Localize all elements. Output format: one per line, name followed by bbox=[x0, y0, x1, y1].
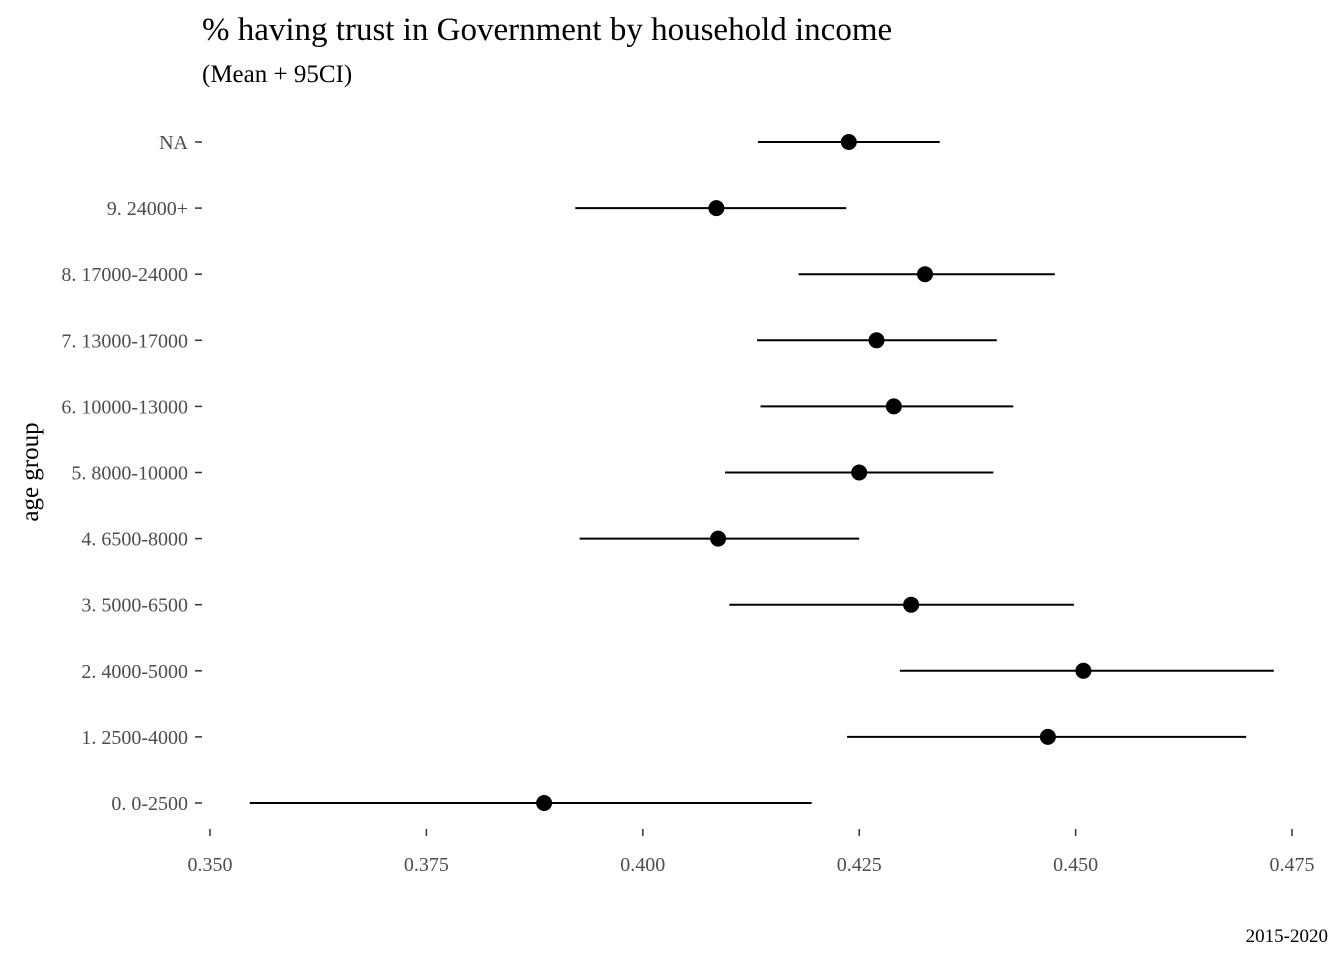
x-tick-label: 0.425 bbox=[837, 854, 882, 876]
y-tick-label: 0. 0-2500 bbox=[111, 793, 188, 815]
mean-point bbox=[851, 464, 868, 481]
mean-point bbox=[868, 332, 885, 349]
mean-point bbox=[903, 596, 920, 613]
mean-point bbox=[916, 266, 933, 283]
x-tick-label: 0.450 bbox=[1053, 854, 1098, 876]
x-tick-label: 0.475 bbox=[1270, 854, 1315, 876]
mean-point bbox=[885, 398, 902, 415]
mean-point bbox=[1075, 662, 1092, 679]
chart-caption: 2015-2020 bbox=[1246, 926, 1328, 947]
x-axis: 0.350 0.375 0.400 0.425 0.450 0.475 bbox=[188, 829, 1315, 876]
mean-point bbox=[710, 530, 727, 547]
y-tick-label: NA bbox=[159, 132, 188, 154]
data-marks bbox=[249, 134, 1274, 811]
y-tick-label: 9. 24000+ bbox=[107, 198, 188, 220]
mean-point bbox=[1039, 728, 1056, 745]
chart-title: % having trust in Government by househol… bbox=[202, 12, 892, 48]
y-axis-title: age group bbox=[17, 422, 44, 521]
x-tick-label: 0.375 bbox=[404, 854, 449, 876]
mean-point bbox=[840, 134, 857, 150]
x-tick-label: 0.400 bbox=[620, 854, 665, 876]
y-tick-label: 5. 8000-10000 bbox=[71, 463, 188, 485]
y-tick-label: 7. 13000-17000 bbox=[61, 330, 188, 352]
y-tick-label: 1. 2500-4000 bbox=[81, 727, 188, 749]
y-tick-label: 4. 6500-8000 bbox=[81, 529, 188, 551]
y-tick-label: 2. 4000-5000 bbox=[81, 661, 188, 683]
mean-point bbox=[708, 200, 725, 217]
x-tick-label: 0.350 bbox=[188, 854, 233, 876]
y-axis: 0. 0-2500 1. 2500-4000 2. 4000-5000 3. 5000… bbox=[61, 132, 202, 815]
y-tick-label: 3. 5000-6500 bbox=[81, 595, 188, 617]
y-tick-label: 8. 17000-24000 bbox=[61, 264, 188, 286]
chart-subtitle: (Mean + 95CI) bbox=[202, 61, 352, 88]
y-tick-label: 6. 10000-13000 bbox=[61, 396, 188, 418]
mean-point bbox=[536, 795, 553, 811]
